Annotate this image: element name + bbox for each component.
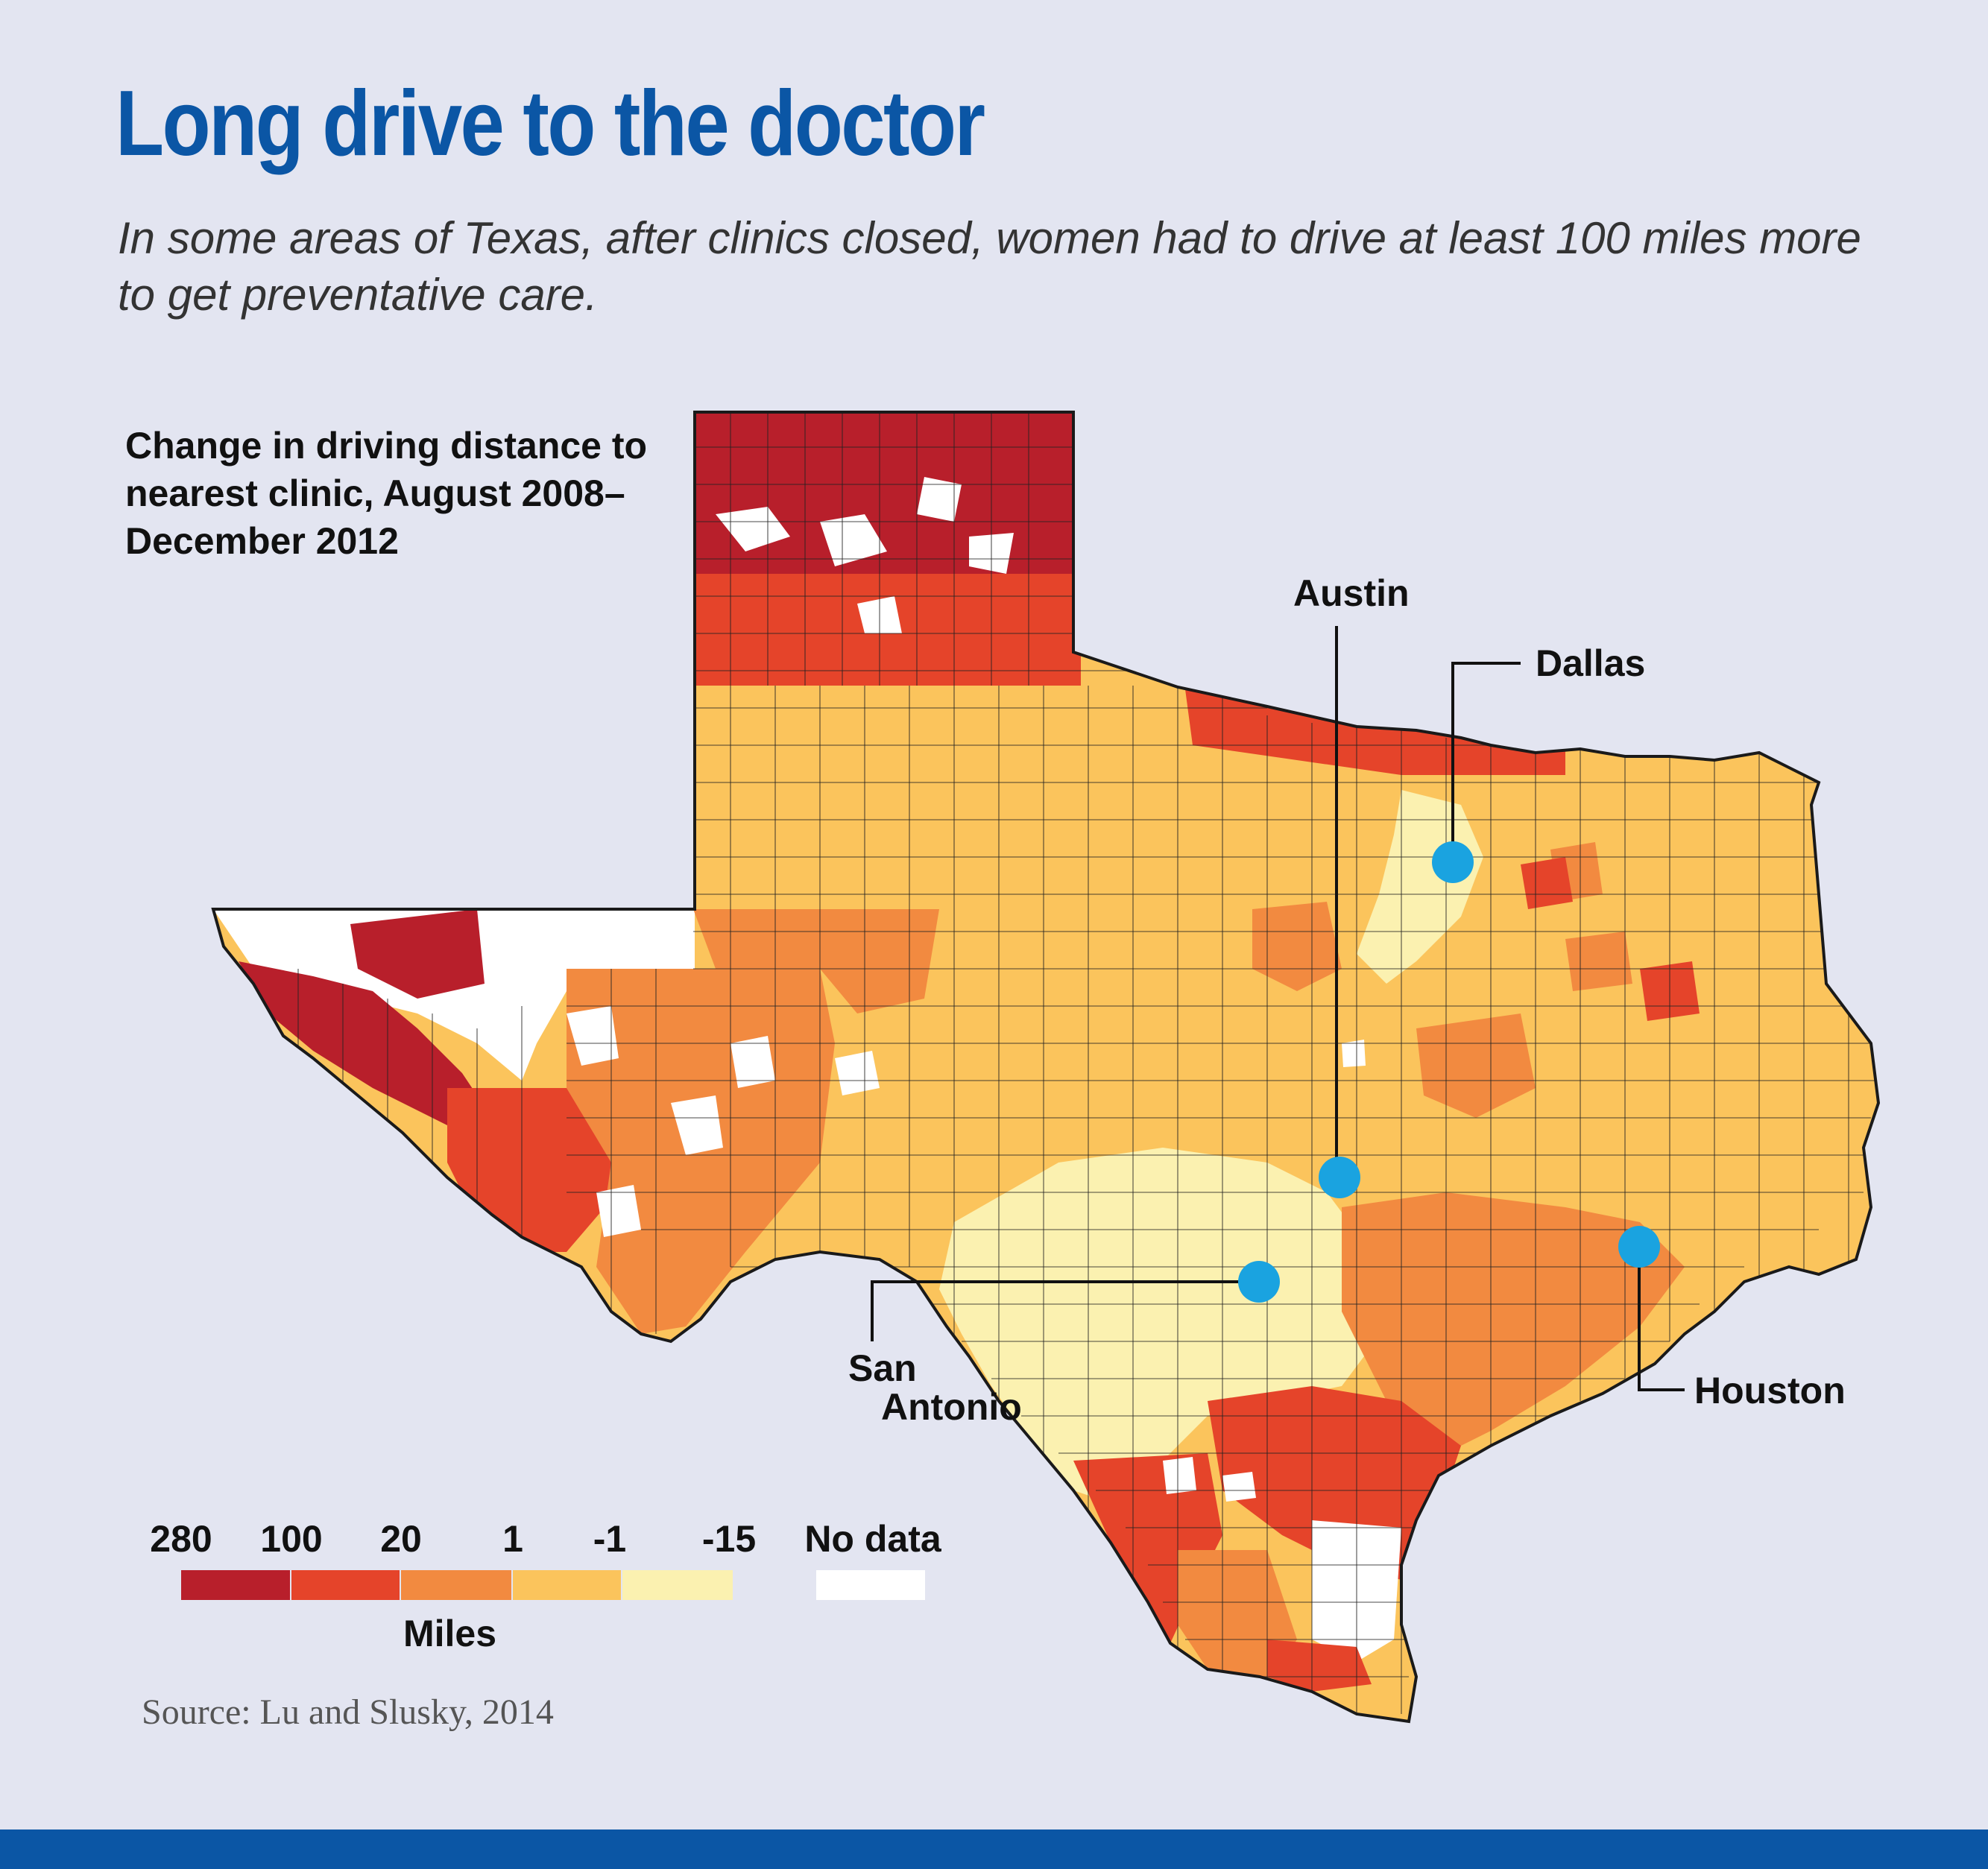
city-label-san-antonio-line2: Antonio (881, 1386, 1022, 1428)
legend-swatch-no-data (816, 1570, 925, 1600)
region-gulf-coast (1342, 1192, 1685, 1461)
region-far-west-nodata (213, 909, 695, 1081)
headline: Long drive to the doctor (116, 72, 985, 175)
footer-bar (0, 1830, 1988, 1869)
legend-tick-1: 1 (502, 1518, 523, 1560)
houston-leader (1638, 1248, 1685, 1391)
legend-tick-100: 100 (260, 1518, 323, 1560)
legend-tick-20: 20 (380, 1518, 422, 1560)
legend-unit-label: Miles (403, 1613, 497, 1654)
san-antonio-leader (871, 1280, 1259, 1341)
choropleth-regions (213, 412, 1878, 1721)
legend-swatch-20-1 (401, 1570, 511, 1600)
legend-tick-neg15: -15 (701, 1518, 757, 1560)
region-cameron (1267, 1639, 1372, 1692)
region-west-nodata (567, 1006, 880, 1237)
map-title: Change in driving distance to nearest cl… (125, 425, 648, 562)
region-el-paso (239, 961, 492, 1140)
city-leader-lines (871, 626, 1685, 1391)
region-permian (693, 909, 939, 1013)
legend-swatch-neg1-neg15 (622, 1570, 733, 1600)
dallas-marker (1432, 841, 1474, 883)
legend-tick-neg1: -1 (593, 1518, 627, 1560)
city-label-san-antonio-line1: San (848, 1347, 917, 1389)
legend-swatch-100-20 (291, 1570, 400, 1600)
region-east-red (1521, 857, 1700, 1021)
houston-marker (1618, 1226, 1660, 1268)
city-label-dallas: Dallas (1536, 642, 1646, 684)
legend-tick-280: 280 (150, 1518, 212, 1560)
region-panhandle-nodata (716, 477, 1014, 633)
region-hudspeth (350, 909, 485, 999)
legend-no-data-label: No data (804, 1518, 941, 1560)
legend-swatch-1-neg1 (513, 1570, 621, 1600)
subheadline: In some areas of Texas, after clinics cl… (118, 213, 1861, 320)
city-label-houston: Houston (1694, 1370, 1846, 1411)
source-credit: Source: Lu and Slusky, 2014 (142, 1692, 554, 1732)
legend-swatch-280-100 (181, 1570, 290, 1600)
county-boundaries (297, 412, 1878, 1714)
city-label-austin: Austin (1293, 572, 1410, 614)
san-antonio-marker (1238, 1261, 1280, 1303)
austin-marker (1319, 1157, 1360, 1198)
region-central-orange (1252, 842, 1632, 1118)
dallas-leader (1451, 662, 1521, 866)
